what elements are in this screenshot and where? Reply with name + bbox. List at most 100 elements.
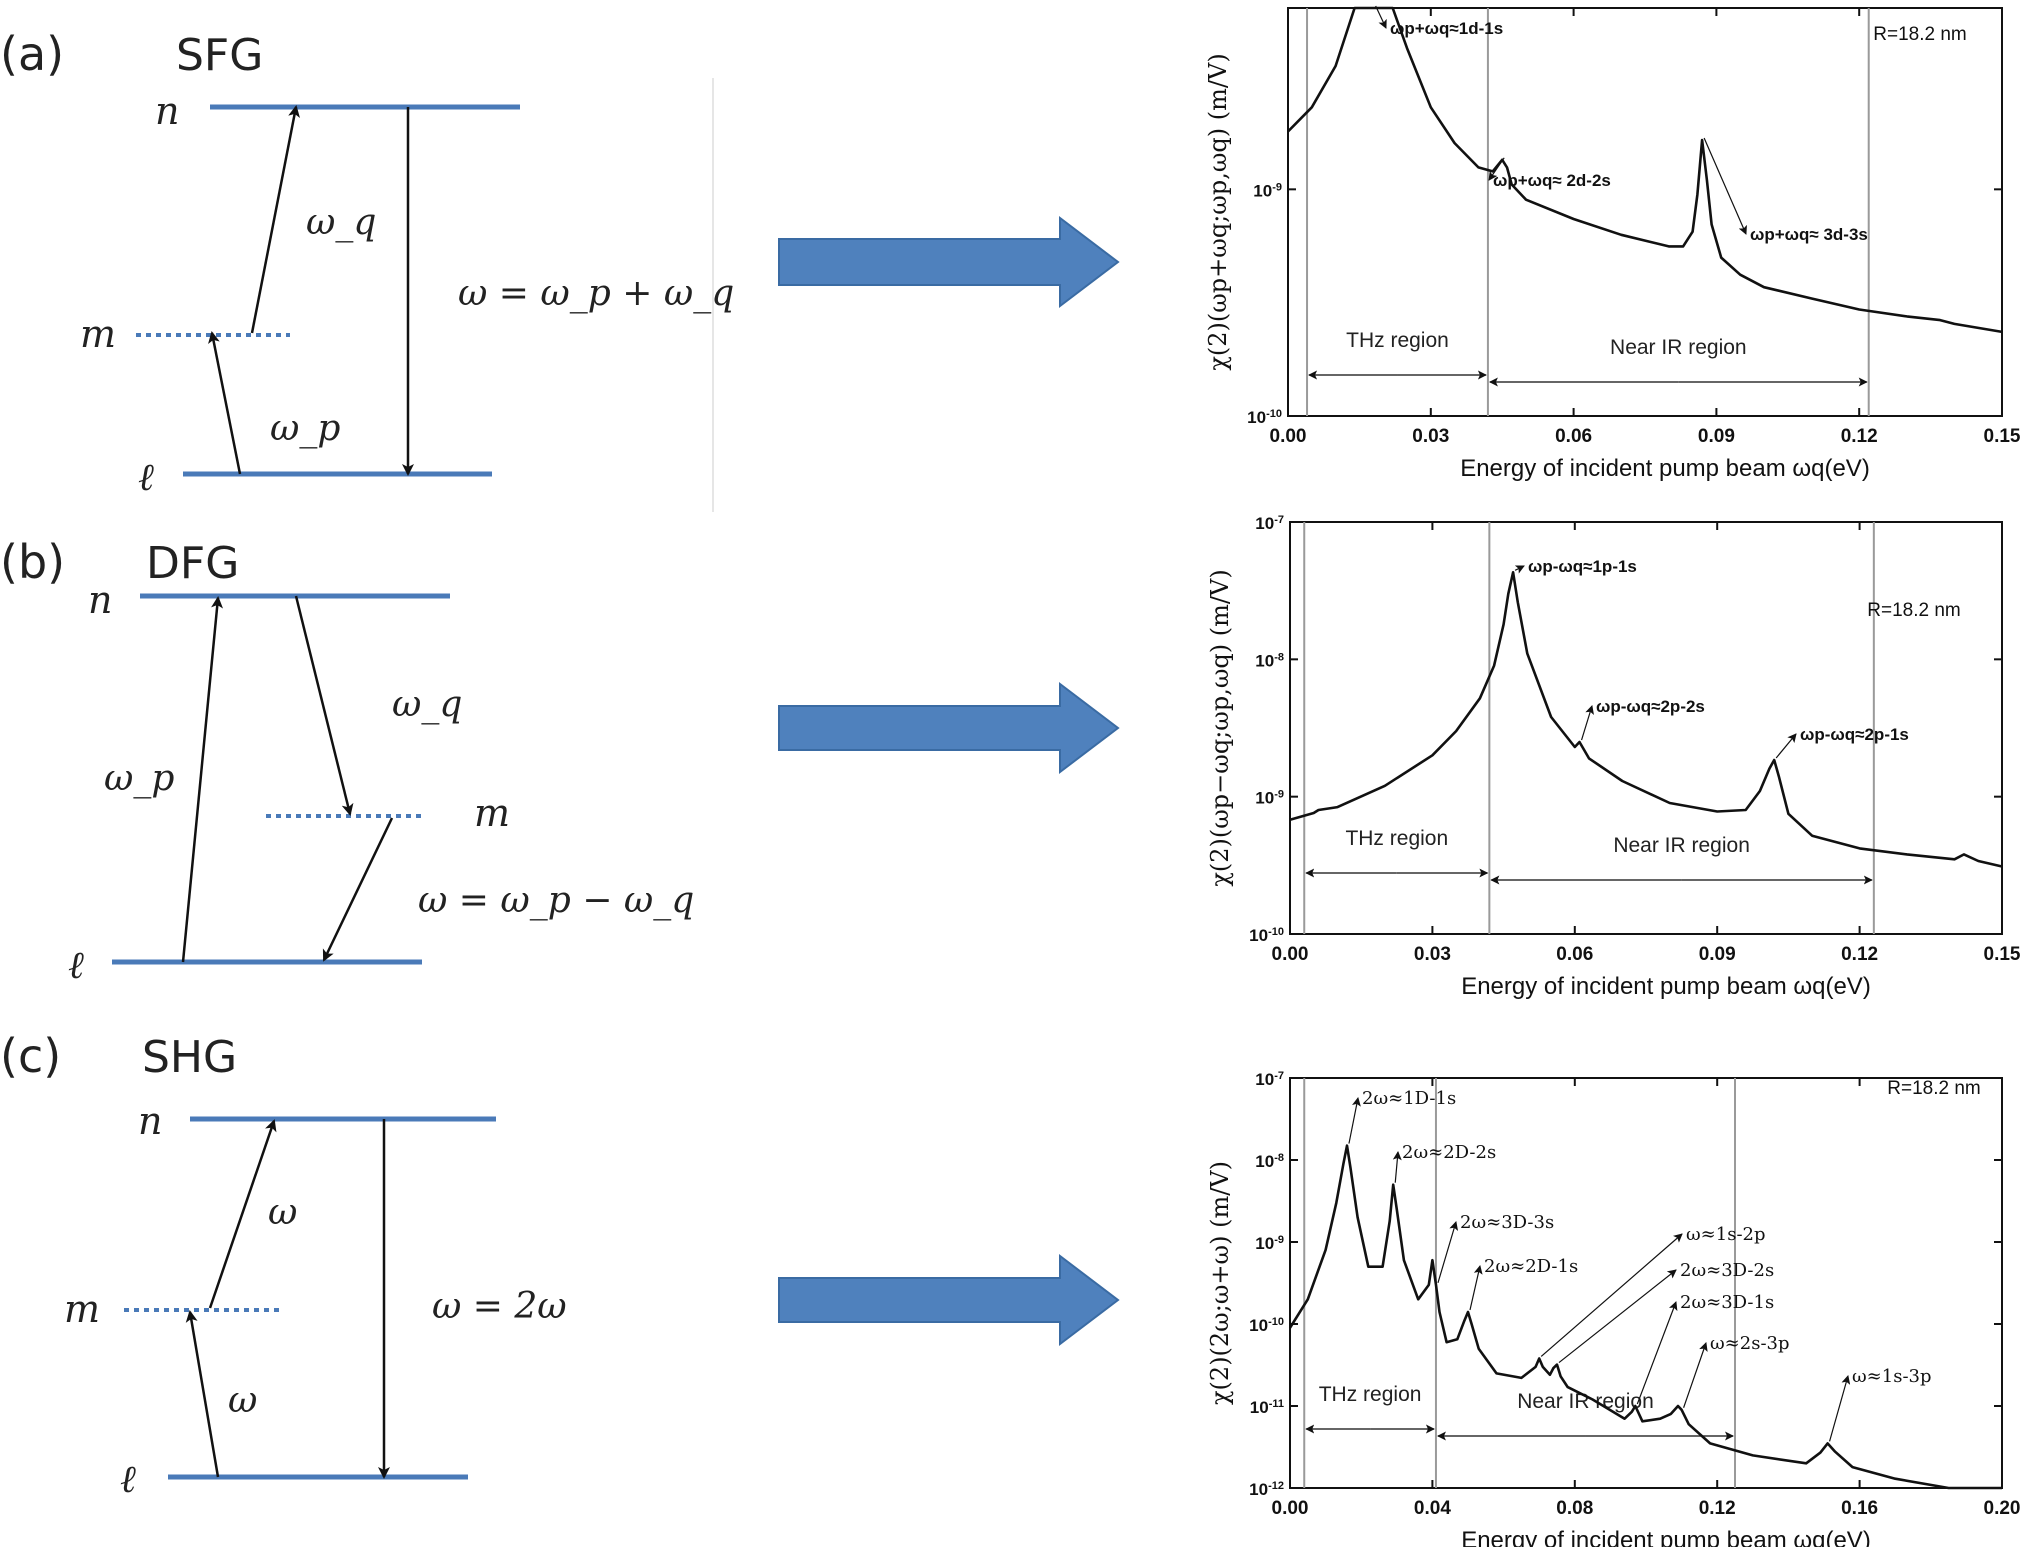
y-tick-label: 10-10 bbox=[1249, 1316, 1284, 1335]
level-n-label: n bbox=[155, 89, 179, 133]
data-series-line bbox=[1289, 571, 2003, 868]
panel-a-diagram: (a) SFG n m ℓ ω_q ω_p ω = ω_p + ω_q bbox=[0, 27, 734, 499]
arrow-omega-upper bbox=[208, 1119, 277, 1309]
transition-label-omega-lower: ω bbox=[228, 1380, 257, 1421]
annotation-label: 2ω≈2D-1s bbox=[1484, 1256, 1578, 1277]
transition-label-omega-upper: ω bbox=[268, 1192, 297, 1233]
x-axis-label: Energy of incident pump beam ωq(eV) bbox=[1461, 973, 1871, 1000]
annotation-pointer bbox=[1348, 1097, 1361, 1144]
level-l-label: ℓ bbox=[120, 1457, 136, 1501]
equation-sfg: ω = ω_p + ω_q bbox=[458, 273, 734, 314]
annotation-label: ωp+ωq≈1d-1s bbox=[1390, 19, 1503, 38]
arrow-omega-p bbox=[181, 596, 224, 963]
x-tick-label: 0.20 bbox=[1984, 1498, 2021, 1519]
arrow-omega-q bbox=[250, 105, 300, 334]
level-m-label: m bbox=[64, 1287, 100, 1331]
equation-dfg: ω = ω_p − ω_q bbox=[418, 880, 694, 921]
chart-dfg: 0.00 0.03 0.06 0.09 0.12 0.15 10-10 10-9 10-8 10-… bbox=[1206, 514, 2021, 1000]
radius-label: R=18.2 nm bbox=[1867, 600, 1960, 621]
x-axis-label: Energy of incident pump beam ωq(eV) bbox=[1460, 455, 1870, 482]
annotation-pointer bbox=[1437, 1221, 1459, 1284]
annotation-pointer bbox=[1392, 1151, 1402, 1183]
y-tick-label: 10-9 bbox=[1255, 1234, 1284, 1253]
transition-label-omega-p: ω_p bbox=[270, 408, 340, 449]
transition-label-omega-q: ω_q bbox=[306, 202, 376, 243]
annotation-label: 2ω≈3D-2s bbox=[1680, 1260, 1774, 1281]
annotation-label: ωp+ωq≈ 3d-3s bbox=[1750, 225, 1868, 244]
x-tick-label: 0.04 bbox=[1414, 1498, 1451, 1519]
data-series-line bbox=[1287, 6, 2003, 334]
annotation-label: ωp-ωq≈1p-1s bbox=[1528, 557, 1637, 576]
annotation-pointer bbox=[1828, 1375, 1851, 1442]
panel-c-process-title: SHG bbox=[142, 1032, 237, 1083]
y-tick-label: 10-11 bbox=[1250, 1398, 1284, 1417]
arrow-omega-p bbox=[208, 331, 242, 475]
level-l-label: ℓ bbox=[68, 943, 84, 987]
annotation-pointer bbox=[1375, 5, 1387, 29]
region-label: THz region bbox=[1345, 827, 1448, 850]
level-m-label: m bbox=[474, 791, 510, 835]
equation-shg: ω = 2ω bbox=[432, 1286, 567, 1327]
annotation-label: ω≈1s-3p bbox=[1852, 1366, 1932, 1387]
x-tick-label: 0.16 bbox=[1841, 1498, 1878, 1519]
panel-c-label: (c) bbox=[0, 1029, 61, 1083]
arrow-emission bbox=[322, 817, 394, 962]
x-tick-label: 0.15 bbox=[1984, 944, 2021, 965]
annotation-label: ωp+ωq≈ 2d-2s bbox=[1493, 171, 1611, 190]
panel-a-process-title: SFG bbox=[176, 30, 263, 81]
annotation-label: 2ω≈3D-1s bbox=[1680, 1292, 1774, 1313]
annotation-label: ωp-ωq≈2p-2s bbox=[1596, 697, 1705, 716]
annotation-pointer bbox=[1580, 705, 1594, 741]
y-tick-label: 10-9 bbox=[1255, 789, 1284, 808]
region-label: Near IR region bbox=[1613, 834, 1750, 857]
plot-frame bbox=[1287, 7, 2003, 417]
x-tick-label: 0.12 bbox=[1841, 944, 1878, 965]
annotation-pointer bbox=[1703, 137, 1747, 235]
annotation-pointer bbox=[1558, 1269, 1677, 1364]
big-arrow-a bbox=[778, 215, 1120, 309]
x-tick-label: 0.15 bbox=[1984, 426, 2021, 447]
data-series-line bbox=[1288, 1144, 2002, 1490]
y-axis-label: χ(2)(ωp−ωq;ωp,ωq) (m/V) bbox=[1206, 569, 1234, 886]
level-n-label: n bbox=[138, 1099, 162, 1143]
annotation-pointer bbox=[1636, 1301, 1678, 1405]
x-tick-label: 0.03 bbox=[1414, 944, 1451, 965]
annotation-label: ω≈1s-2p bbox=[1686, 1224, 1766, 1245]
y-axis-label: χ(2)(2ω;ω+ω) (m/V) bbox=[1206, 1161, 1234, 1405]
annotation-label: 2ω≈2D-2s bbox=[1402, 1142, 1496, 1163]
plot-frame bbox=[1289, 1077, 2003, 1489]
x-tick-label: 0.09 bbox=[1699, 944, 1736, 965]
chart-shg: 0.00 0.04 0.08 0.12 0.16 0.20 10-12 10-11 10-10 1… bbox=[1206, 1070, 2020, 1547]
arrow-omega-lower bbox=[185, 1310, 220, 1478]
x-tick-label: 0.00 bbox=[1272, 944, 1309, 965]
annotation-pointer bbox=[1775, 733, 1797, 759]
x-tick-label: 0.03 bbox=[1412, 426, 1449, 447]
annotation-pointer bbox=[1683, 1342, 1708, 1408]
annotation-label: 2ω≈1D-1s bbox=[1362, 1088, 1456, 1109]
panel-b-diagram: (b) DFG n m ℓ ω_p ω_q ω = ω_p − ω_q bbox=[0, 535, 694, 987]
x-tick-label: 0.00 bbox=[1270, 426, 1307, 447]
y-tick-label: 10-8 bbox=[1255, 1152, 1284, 1171]
level-l-label: ℓ bbox=[138, 455, 154, 499]
level-m-label: m bbox=[80, 312, 116, 356]
plot-frame bbox=[1289, 521, 2003, 935]
x-tick-label: 0.06 bbox=[1555, 426, 1592, 447]
big-arrow-c bbox=[778, 1253, 1120, 1347]
level-n-label: n bbox=[88, 578, 112, 622]
x-tick-label: 0.08 bbox=[1556, 1498, 1593, 1519]
y-tick-label: 10-10 bbox=[1249, 926, 1284, 945]
transition-label-omega-p: ω_p bbox=[104, 758, 174, 799]
y-axis-label: χ(2)(ωp+ωq;ωp,ωq) (m/V) bbox=[1204, 53, 1232, 370]
panel-b-label: (b) bbox=[0, 535, 65, 589]
panel-c-diagram: (c) SHG n m ℓ ω ω ω = 2ω bbox=[0, 1029, 567, 1501]
annotation-label: 2ω≈3D-3s bbox=[1460, 1212, 1554, 1233]
x-tick-label: 0.12 bbox=[1841, 426, 1878, 447]
region-label: Near IR region bbox=[1517, 1390, 1654, 1413]
y-tick-label: 10-7 bbox=[1255, 514, 1284, 533]
y-tick-label: 10-7 bbox=[1255, 1070, 1284, 1089]
x-tick-label: 0.09 bbox=[1698, 426, 1735, 447]
region-label: THz region bbox=[1319, 1383, 1422, 1406]
transition-label-omega-q: ω_q bbox=[392, 684, 462, 725]
x-tick-label: 0.12 bbox=[1699, 1498, 1736, 1519]
x-tick-label: 0.00 bbox=[1272, 1498, 1309, 1519]
